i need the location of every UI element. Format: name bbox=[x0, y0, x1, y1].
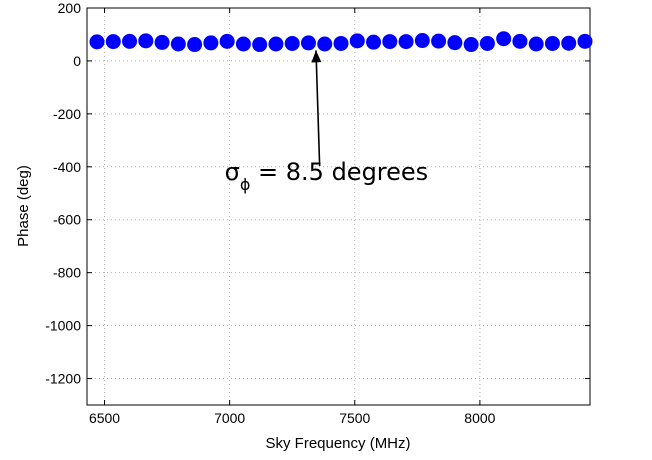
y-tick-label--1000: -1000 bbox=[45, 318, 81, 334]
data-point-16 bbox=[349, 33, 365, 49]
plot-area bbox=[87, 8, 590, 405]
data-point-4 bbox=[154, 34, 170, 50]
data-point-27 bbox=[528, 36, 544, 52]
annotation-arrow-head bbox=[311, 50, 322, 63]
annotation-label: σϕ = 8.5 degrees bbox=[225, 158, 429, 194]
data-point-28 bbox=[544, 35, 560, 51]
data-point-2 bbox=[122, 33, 138, 49]
data-point-22 bbox=[447, 35, 463, 51]
data-point-8 bbox=[219, 33, 235, 49]
data-point-1 bbox=[105, 34, 121, 50]
y-axis-label: Phase (deg) bbox=[15, 165, 32, 247]
annotations: σϕ = 8.5 degrees bbox=[225, 50, 429, 194]
data-point-7 bbox=[203, 35, 219, 51]
y-tick-label--1200: -1200 bbox=[45, 371, 81, 387]
plot-frame bbox=[86, 7, 591, 406]
x-axis-label: Sky Frequency (MHz) bbox=[265, 435, 410, 452]
data-point-17 bbox=[366, 34, 382, 50]
data-point-21 bbox=[431, 33, 447, 49]
x-tick-label-7500: 7500 bbox=[339, 410, 370, 426]
data-point-10 bbox=[252, 37, 268, 53]
data-point-11 bbox=[268, 36, 284, 52]
data-point-18 bbox=[382, 34, 398, 50]
y-tick-label--400: -400 bbox=[53, 159, 81, 175]
x-tick-label-6500: 6500 bbox=[89, 410, 120, 426]
x-tick-label-7000: 7000 bbox=[214, 410, 245, 426]
annotation-arrow-line bbox=[315, 50, 321, 167]
data-point-29 bbox=[561, 35, 577, 51]
data-point-19 bbox=[398, 34, 414, 50]
data-point-15 bbox=[333, 35, 349, 51]
data-point-20 bbox=[414, 33, 430, 49]
data-point-9 bbox=[235, 36, 251, 52]
data-point-5 bbox=[170, 36, 186, 52]
y-tick-label--200: -200 bbox=[53, 106, 81, 122]
y-tick-label-200: 200 bbox=[58, 0, 82, 16]
y-tick-label--800: -800 bbox=[53, 265, 81, 281]
y-tick-labels: 200 0 -200 -400 -600 -800 -1000 -1200 bbox=[45, 0, 81, 387]
data-point-13 bbox=[300, 35, 316, 51]
data-point-23 bbox=[463, 37, 479, 53]
data-points bbox=[89, 31, 593, 53]
data-point-24 bbox=[479, 35, 495, 51]
y-tick-label-0: 0 bbox=[73, 53, 81, 69]
x-tick-labels: 6500 7000 7500 8000 bbox=[89, 410, 496, 426]
data-point-6 bbox=[187, 37, 203, 53]
data-point-26 bbox=[512, 33, 528, 49]
data-point-3 bbox=[138, 33, 154, 49]
data-point-12 bbox=[284, 35, 300, 51]
x-tick-label-8000: 8000 bbox=[464, 410, 495, 426]
data-point-0 bbox=[89, 34, 105, 50]
data-point-30 bbox=[577, 33, 593, 49]
data-point-25 bbox=[496, 31, 512, 47]
data-point-14 bbox=[317, 36, 333, 52]
y-tick-label--600: -600 bbox=[53, 212, 81, 228]
